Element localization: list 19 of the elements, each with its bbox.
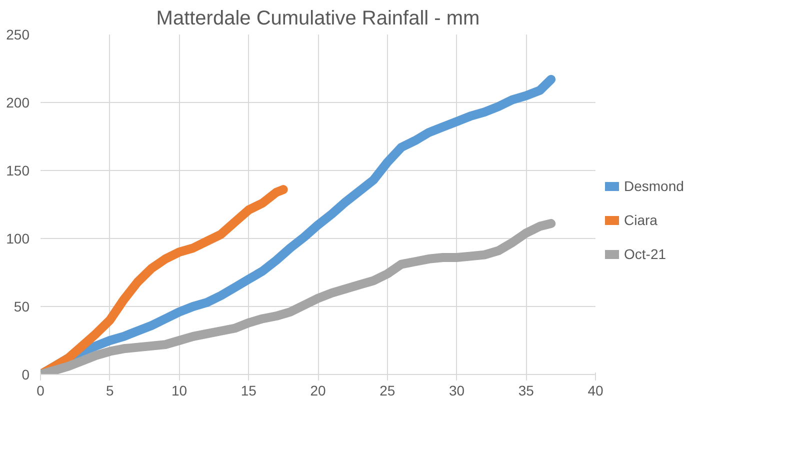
x-tick-label: 15 [240, 382, 257, 398]
y-tick-label: 0 [22, 366, 30, 382]
legend-label: Desmond [624, 178, 684, 194]
x-tick-label: 40 [588, 382, 604, 398]
y-tick-label: 250 [6, 26, 30, 42]
x-tick-label: 30 [448, 382, 465, 398]
x-tick-label: 35 [518, 382, 534, 398]
y-tick-label: 50 [14, 298, 30, 314]
y-tick-label: 150 [6, 162, 30, 178]
x-tick-label: 10 [171, 382, 188, 398]
y-tick-label: 100 [6, 230, 30, 246]
x-tick-label: 5 [106, 382, 114, 398]
legend-label: Ciara [624, 212, 658, 228]
x-tick-label: 20 [310, 382, 326, 398]
x-tick-label: 0 [36, 382, 45, 398]
chart-title: Matterdale Cumulative Rainfall - mm [156, 8, 480, 30]
y-tick-label: 200 [6, 94, 30, 110]
x-tick-label: 25 [380, 382, 396, 398]
legend-label: Oct-21 [624, 246, 666, 262]
